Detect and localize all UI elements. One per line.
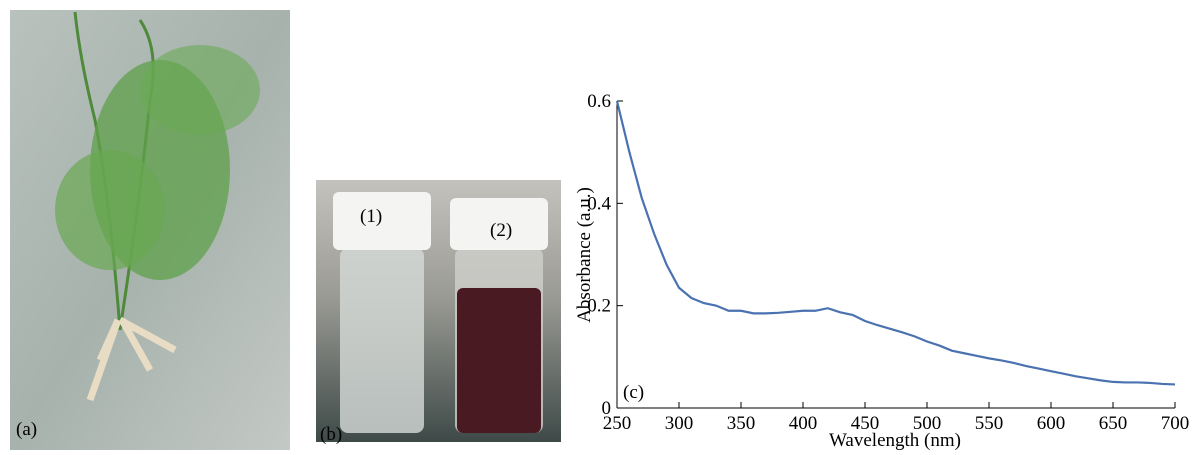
y-tick-label: 0.2 <box>587 296 611 317</box>
photo-a <box>10 10 290 450</box>
x-axis-title: Wavelength (nm) <box>829 430 961 450</box>
x-tick-label: 400 <box>789 413 818 434</box>
x-tick-label: 500 <box>913 413 942 434</box>
x-tick-label: 700 <box>1161 413 1190 434</box>
panel-label: (a) <box>16 419 37 440</box>
y-tick-label: 0.6 <box>587 91 611 112</box>
x-tick-label: 650 <box>1099 413 1128 434</box>
vial-label: (2) <box>490 220 512 241</box>
y-tick-label: 0.4 <box>587 193 611 214</box>
x-tick-label: 550 <box>975 413 1004 434</box>
panel-label: (b) <box>320 424 342 445</box>
y-axis-title: Absorbance (a.u.) <box>574 187 595 323</box>
x-tick-label: 450 <box>851 413 880 434</box>
y-tick-label: 0 <box>602 398 612 419</box>
x-tick-label: 300 <box>665 413 694 434</box>
x-tick-label: 250 <box>603 413 632 434</box>
photo-b <box>316 180 561 442</box>
x-tick-label: 600 <box>1037 413 1066 434</box>
vial-label: (1) <box>360 206 382 227</box>
x-tick-label: 350 <box>727 413 756 434</box>
data-line <box>615 100 1176 386</box>
panel-label: (c) <box>623 382 644 403</box>
